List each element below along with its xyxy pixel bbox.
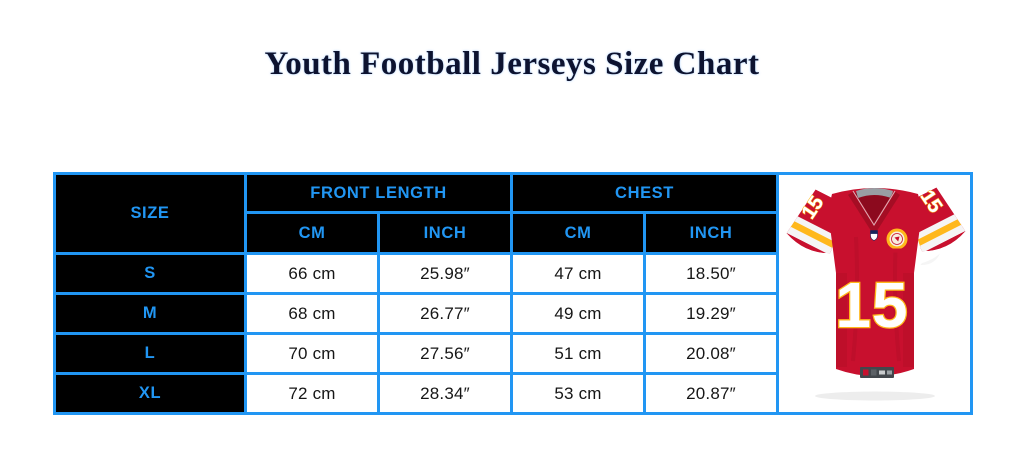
size-cell: S: [53, 252, 247, 295]
table-row-m: M 68 cm 26.77″ 49 cm 19.29″: [53, 292, 972, 335]
front-cm-cell: 72 cm: [244, 372, 380, 415]
jersey-fold-left: [850, 236, 859, 362]
jersey-side-shade-right: [902, 273, 914, 367]
nfl-shield-icon: [869, 230, 878, 241]
jersey-photo-cell: 15 15 15: [776, 172, 974, 415]
front-cm-subheader: CM: [244, 211, 380, 255]
front-inch-cell: 26.77″: [377, 292, 513, 335]
size-cell: XL: [53, 372, 247, 415]
collar-trim: [847, 191, 900, 236]
collar-piping: [852, 190, 895, 227]
front-inch-subheader: INCH: [377, 211, 513, 255]
chest-inch-cell: 20.87″: [642, 372, 780, 415]
nike-swoosh-icon: [920, 253, 940, 266]
chest-inch-cell: 18.50″: [642, 252, 780, 295]
sleeve-gold-stripe: [784, 217, 844, 253]
jersey-shadow: [814, 391, 935, 401]
table-row-l: L 70 cm 27.56″ 51 cm 20.08″: [53, 332, 972, 375]
chest-cm-cell: 47 cm: [510, 252, 646, 295]
front-cm-cell: 66 cm: [244, 252, 380, 295]
front-inch-cell: 27.56″: [377, 332, 513, 375]
size-column-header: SIZE: [53, 172, 247, 255]
table-row-xl: XL 72 cm 28.34″ 53 cm 20.87″: [53, 372, 972, 415]
chest-inch-cell: 20.08″: [642, 332, 780, 375]
size-chart-container: SIZE FRONT LENGTH CHEST: [53, 172, 974, 415]
size-cell: M: [53, 292, 247, 335]
chest-cm-subheader: CM: [510, 211, 646, 255]
size-cell: L: [53, 332, 247, 375]
chest-inch-cell: 19.29″: [642, 292, 780, 335]
front-cm-cell: 70 cm: [244, 332, 380, 375]
table-row-s: S 66 cm 25.98″ 47 cm 18.50″: [53, 252, 972, 295]
sleeve-gold-stripe: [907, 215, 967, 251]
page-title: Youth Football Jerseys Size Chart: [264, 46, 760, 82]
chest-cm-cell: 51 cm: [510, 332, 646, 375]
front-length-group-header: FRONT LENGTH: [244, 172, 513, 214]
chest-number: 15: [835, 269, 908, 341]
chest-inch-subheader: INCH: [642, 211, 780, 255]
size-chart-table: SIZE FRONT LENGTH CHEST: [53, 172, 974, 415]
chest-cm-cell: 53 cm: [510, 372, 646, 415]
jersey-side-shade-left: [835, 273, 847, 367]
collar-back-band: [855, 188, 893, 198]
collar-inner: [851, 190, 896, 229]
front-inch-cell: 28.34″: [377, 372, 513, 415]
front-cm-cell: 68 cm: [244, 292, 380, 335]
chest-group-header: CHEST: [509, 172, 780, 214]
chest-cm-cell: 49 cm: [510, 292, 646, 335]
jock-tag: [859, 367, 894, 378]
jersey-product-image: 15 15 15: [784, 184, 967, 401]
front-inch-cell: 25.98″: [377, 252, 513, 295]
team-patch-icon: [886, 228, 908, 253]
patch-ribbon: [891, 248, 903, 253]
